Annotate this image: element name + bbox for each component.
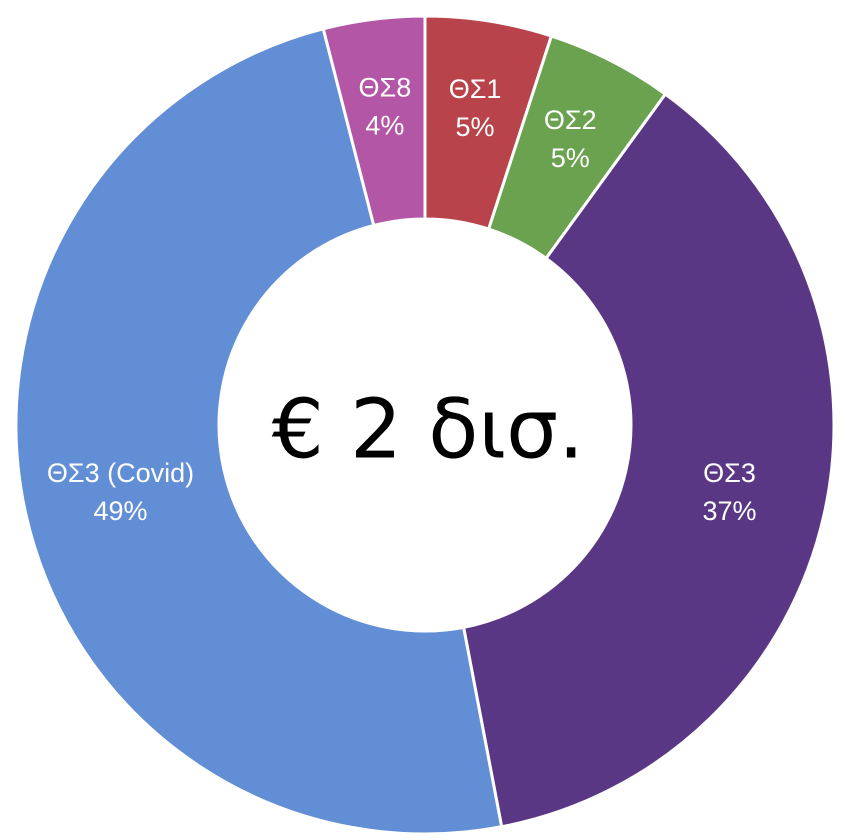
slice-label: ΘΣ3 xyxy=(703,458,756,488)
slice-value-label: 49% xyxy=(93,496,147,526)
slice xyxy=(14,27,504,836)
slice-value-label: 5% xyxy=(456,112,495,142)
slice-value-label: 37% xyxy=(702,496,756,526)
slice-value-label: 4% xyxy=(365,111,404,141)
center-label: € 2 δισ. xyxy=(272,382,584,477)
slice xyxy=(321,14,427,228)
slice xyxy=(461,92,836,829)
slice-label: ΘΣ3 (Covid) xyxy=(47,458,194,488)
slice-value-label: 5% xyxy=(551,143,590,173)
slice-label: ΘΣ2 xyxy=(544,105,597,135)
slice-label: ΘΣ1 xyxy=(449,74,502,104)
slice-label: ΘΣ8 xyxy=(359,73,412,103)
